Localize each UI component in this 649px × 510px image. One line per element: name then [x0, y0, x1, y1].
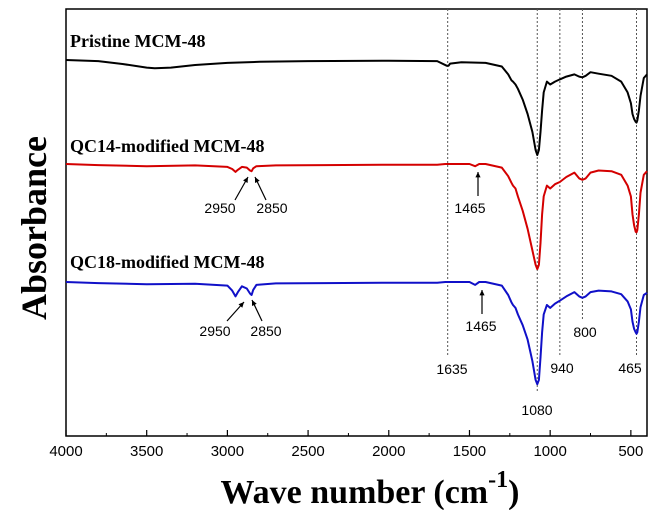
x-tick-label-3000: 3000: [211, 443, 244, 460]
x-axis-label-main: Wave number (cm: [221, 474, 489, 510]
series-label-2: QC14-modified MCM-48: [70, 136, 264, 156]
series-labels-group: Pristine MCM-48 QC14-modified MCM-48 QC18-…: [70, 31, 264, 272]
x-tick-label-1500: 1500: [453, 443, 486, 460]
arrow-qc14-2850-head: [255, 177, 260, 183]
series-line-3: [65, 281, 648, 386]
y-axis-label: Absorbance: [14, 136, 54, 320]
x-axis-ticks-group: 4000 3500 3000 2500 2000 1500 1000 500: [49, 430, 643, 460]
annotation-940: 940: [550, 360, 574, 376]
x-tick-label-4000: 4000: [49, 443, 82, 460]
x-tick-label-3500: 3500: [130, 443, 163, 460]
series-line-2: [65, 163, 648, 271]
arrow-qc18-2950-head: [238, 302, 244, 308]
x-tick-label-2000: 2000: [372, 443, 405, 460]
annotation-qc18-2850: 2850: [250, 323, 281, 339]
series-group: [65, 59, 648, 386]
x-tick-label-1000: 1000: [533, 443, 566, 460]
arrow-qc14-2950-head: [243, 177, 248, 183]
series-label-1: Pristine MCM-48: [70, 31, 205, 51]
arrow-qc18-2850-head: [252, 300, 257, 306]
annotation-qc14-2950: 2950: [204, 200, 235, 216]
series-line-1: [65, 59, 648, 156]
x-axis-label-close: ): [508, 474, 519, 510]
x-axis-label-superscript: -1: [488, 467, 508, 493]
x-tick-label-500: 500: [618, 443, 643, 460]
plot-frame: [65, 8, 648, 437]
x-axis-label: Wave number (cm-1): [221, 467, 520, 510]
arrow-qc14-1465-head: [475, 172, 481, 178]
series-label-3: QC18-modified MCM-48: [70, 252, 264, 272]
annotation-800: 800: [573, 324, 597, 340]
arrow-qc18-1465-head: [479, 290, 485, 296]
annotation-1635: 1635: [436, 361, 467, 377]
annotation-1080: 1080: [521, 402, 552, 418]
plot-frame-group: [65, 8, 648, 437]
peak-annotations-group: 2950 2850 1465 2950 2850 1465 1635 940 800 465 108…: [199, 172, 642, 418]
annotation-465: 465: [618, 360, 642, 376]
x-tick-label-2500: 2500: [291, 443, 324, 460]
annotation-qc18-1465: 1465: [465, 318, 496, 334]
annotation-qc14-1465: 1465: [454, 200, 485, 216]
annotation-qc14-2850: 2850: [256, 200, 287, 216]
annotation-qc18-2950: 2950: [199, 323, 230, 339]
